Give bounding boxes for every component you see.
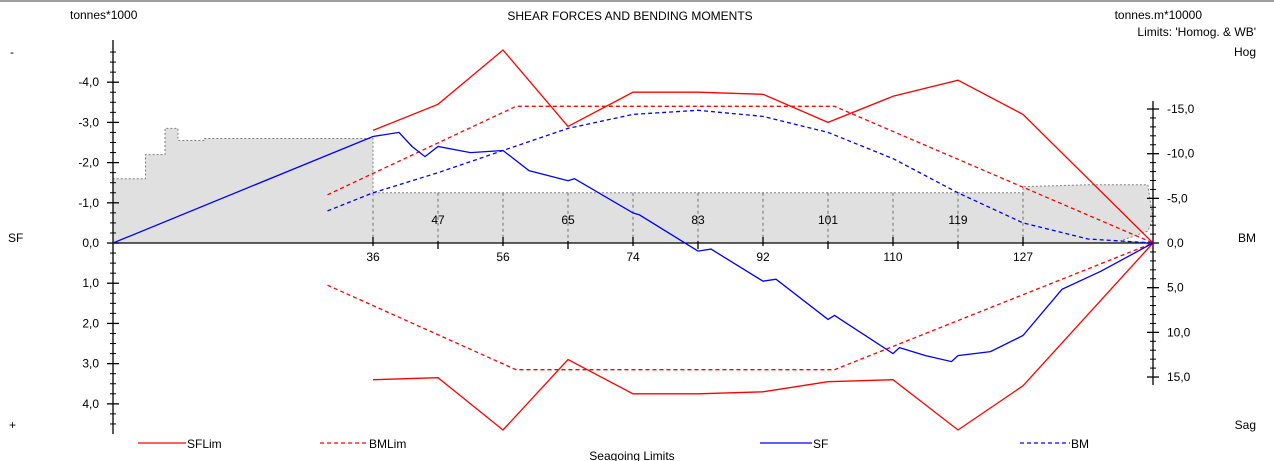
series-line-sf <box>112 131 1154 363</box>
frame-label: 56 <box>496 250 510 264</box>
bm-tick-label: -10,0 <box>1167 147 1195 161</box>
text-layer: 36475665748392101110119127-4,0-3,0-2,0-1… <box>8 8 1256 461</box>
series-line-sflim <box>372 49 1154 244</box>
series-layer <box>112 49 1154 431</box>
sf-negative-sign: - <box>10 45 14 59</box>
sf-axis-label: SF <box>8 231 23 245</box>
legend-label-sflim: SFLim <box>187 437 222 451</box>
frame-label: 36 <box>366 250 380 264</box>
frame-label: 65 <box>561 213 575 227</box>
sf-tick-label: 0,0 <box>82 236 99 250</box>
sf-positive-sign: + <box>9 418 16 432</box>
bm-tick-label: 15,0 <box>1167 370 1191 384</box>
frame-label: 119 <box>948 213 967 227</box>
sag-label: Sag <box>1235 418 1256 432</box>
bm-tick-label: 5,0 <box>1167 281 1184 295</box>
frame-label: 110 <box>883 250 902 264</box>
sf-tick-label: -1,0 <box>78 196 99 210</box>
bm-tick-label: -15,0 <box>1167 102 1195 116</box>
ship-profile-layer <box>112 127 1154 244</box>
frame-label: 47 <box>431 213 445 227</box>
frame-label: 74 <box>626 250 640 264</box>
sf-tick-label: 1,0 <box>82 276 99 290</box>
frame-label: 127 <box>1013 250 1033 264</box>
bm-axis-label: BM <box>1238 231 1256 245</box>
bm-unit-label: tonnes.m*10000 <box>1115 8 1203 22</box>
legend-label-sf: SF <box>813 437 828 451</box>
sf-tick-label: 3,0 <box>82 357 99 371</box>
bm-tick-label: 0,0 <box>1167 236 1184 250</box>
legend-layer: SFLim BMLim SF BM <box>138 437 1089 451</box>
sf-tick-label: 2,0 <box>82 316 99 330</box>
bm-tick-label: 10,0 <box>1167 325 1191 339</box>
frame-label: 101 <box>818 213 838 227</box>
sf-tick-label: 4,0 <box>82 397 99 411</box>
sf-tick-label: -3,0 <box>78 115 99 129</box>
hog-label: Hog <box>1234 45 1256 59</box>
series-line-bm <box>327 109 1154 244</box>
limits-note: Limits: 'Homog. & WB' <box>1137 25 1256 39</box>
series-line-bmlim <box>327 105 1154 244</box>
chart-title: SHEAR FORCES AND BENDING MOMENTS <box>507 9 752 23</box>
ship-profile <box>112 127 1154 244</box>
sf-unit-label: tonnes*1000 <box>70 8 138 22</box>
series-line-sflim <box>372 242 1154 431</box>
bm-tick-label: -5,0 <box>1167 191 1188 205</box>
frame-grid-layer <box>372 192 1024 244</box>
legend-label-bm: BM <box>1071 437 1089 451</box>
sf-tick-label: -4,0 <box>78 75 99 89</box>
series-line-bmlim <box>327 242 1154 371</box>
chart-subtitle: Seagoing Limits <box>589 449 674 461</box>
sf-tick-label: -2,0 <box>78 156 99 170</box>
frame-label: 83 <box>691 213 705 227</box>
legend-label-bmlim: BMLim <box>369 437 406 451</box>
frame-label: 92 <box>756 250 770 264</box>
